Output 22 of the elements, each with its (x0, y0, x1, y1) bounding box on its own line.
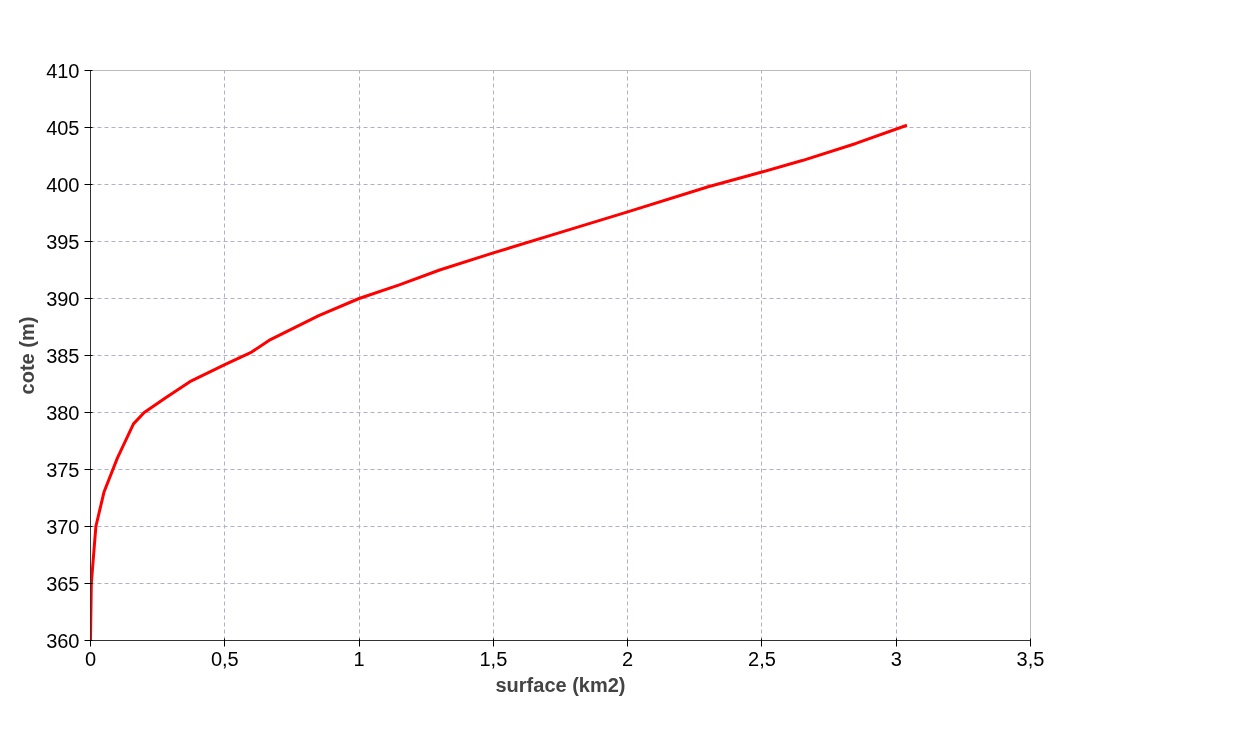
y-tick-label: 395 (46, 230, 80, 253)
y-tick-label: 365 (46, 572, 80, 595)
x-tick-label: 1,5 (479, 647, 508, 670)
y-axis-title: cote (m) (16, 316, 39, 395)
y-tick-label: 380 (46, 401, 80, 424)
y-tick-label: 405 (46, 116, 80, 139)
x-tick-label: 3,5 (1016, 647, 1045, 670)
y-tick-label: 390 (46, 287, 80, 310)
y-tick-label: 375 (46, 458, 80, 481)
line-series (90, 123, 909, 641)
y-tick-label: 410 (46, 59, 80, 82)
x-tick-label: 0,5 (210, 647, 239, 670)
x-tick-label: 1 (353, 647, 365, 670)
x-tick-label: 0 (84, 647, 97, 670)
x-axis-title: surface (km2) (495, 673, 626, 696)
y-tick-label: 400 (46, 173, 80, 196)
y-tick-label: 370 (46, 515, 80, 538)
x-tick-label: 2 (622, 647, 634, 670)
x-tick-label: 3 (890, 647, 902, 670)
x-tick-label: 2,5 (748, 647, 776, 670)
y-tick-label: 360 (46, 629, 80, 652)
y-tick-label: 385 (46, 344, 80, 367)
